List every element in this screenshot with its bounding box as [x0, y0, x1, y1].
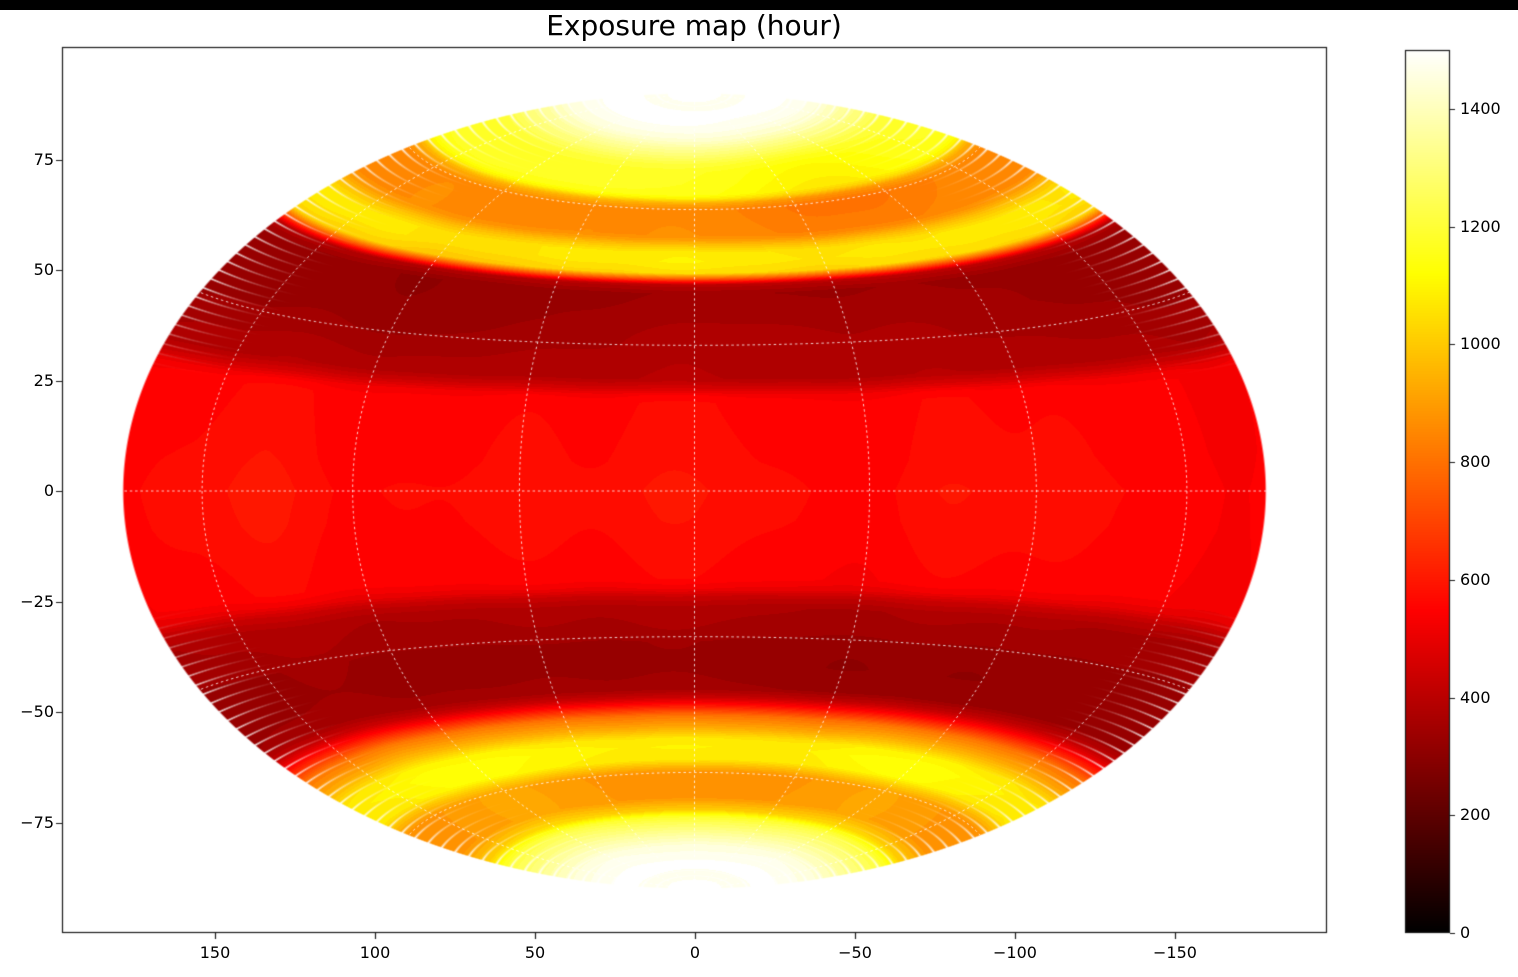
colorbar-tick-label: 1200: [1460, 217, 1501, 236]
y-tick-label: 50: [33, 260, 54, 279]
x-tick-label: 0: [689, 943, 701, 962]
colorbar-tick-label: 600: [1460, 570, 1491, 589]
y-tick-label: 75: [33, 150, 54, 169]
x-tick-label: −150: [1153, 943, 1197, 962]
colorbar-tick-label: 200: [1460, 805, 1491, 824]
colorbar-tick-label: 400: [1460, 688, 1491, 707]
y-tick-label: 25: [33, 371, 54, 390]
y-tick-label: −25: [20, 592, 54, 611]
colorbar-tick-label: 1000: [1460, 334, 1501, 353]
x-tick-label: 50: [524, 943, 546, 962]
colorbar-tick-label: 0: [1460, 923, 1471, 942]
y-tick-label: −75: [20, 813, 54, 832]
x-tick-label: −50: [838, 943, 872, 962]
colorbar-tick-label: 800: [1460, 452, 1491, 471]
y-tick-label: 0: [43, 481, 54, 500]
chart-title: Exposure map (hour): [546, 9, 842, 42]
y-tick-label: −50: [20, 702, 54, 721]
x-tick-label: 100: [359, 943, 391, 962]
colorbar-tick-label: 1400: [1460, 99, 1501, 118]
x-tick-label: −100: [993, 943, 1037, 962]
x-tick-label: 150: [199, 943, 231, 962]
